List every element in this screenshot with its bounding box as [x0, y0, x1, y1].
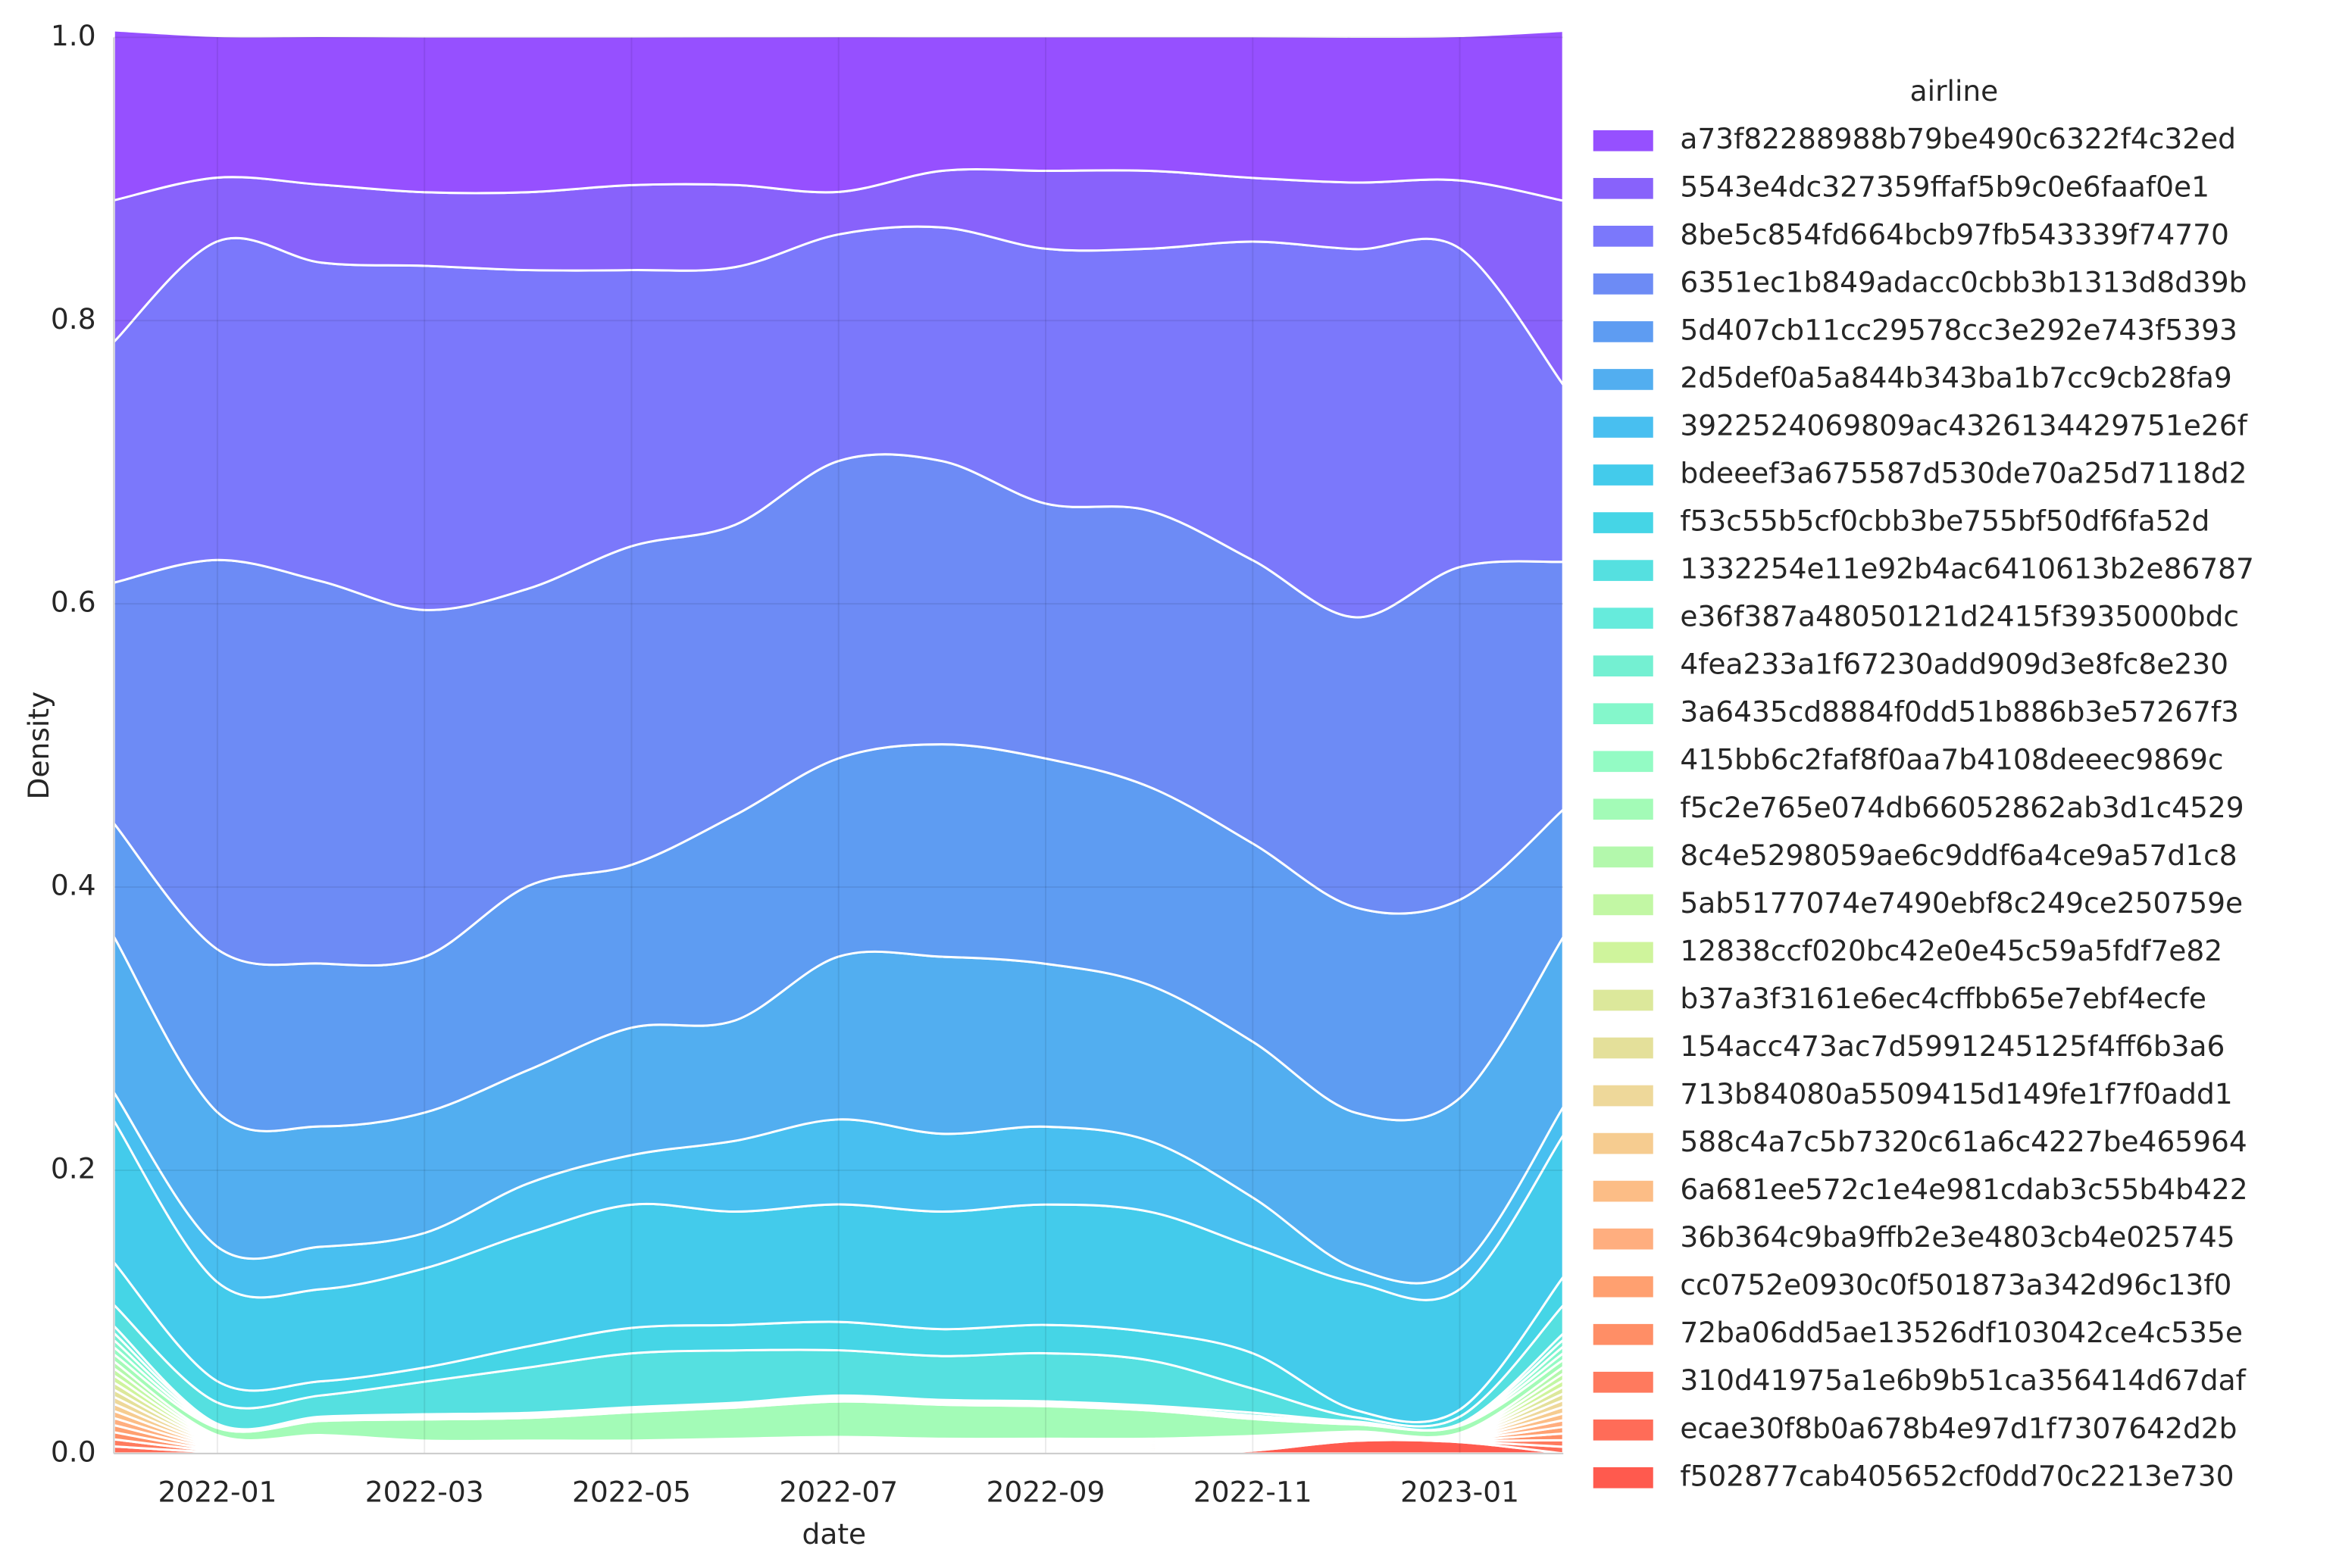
- y-tick-label: 0.8: [51, 302, 96, 336]
- legend-swatch: [1593, 846, 1653, 868]
- legend-swatch: [1593, 798, 1653, 820]
- legend-label: 154acc473ac7d5991245125f4ff6b3a6: [1680, 1029, 2225, 1063]
- y-axis-label: Density: [22, 692, 55, 800]
- legend-label: 72ba06dd5ae13526df103042ce4c535e: [1680, 1316, 2243, 1349]
- legend-label: 588c4a7c5b7320c61a6c4227be465964: [1680, 1125, 2247, 1158]
- legend-title: airline: [1910, 74, 1999, 108]
- y-tick-label: 0.2: [51, 1151, 96, 1185]
- x-tick-label: 2022-03: [365, 1476, 484, 1509]
- legend-swatch: [1593, 560, 1653, 581]
- legend-swatch: [1593, 1371, 1653, 1393]
- legend-label: 3a6435cd8884f0dd51b886b3e57267f3: [1680, 695, 2239, 729]
- legend-label: 5ab5177074e7490ebf8c249ce250759e: [1680, 886, 2243, 920]
- legend-swatch: [1593, 226, 1653, 247]
- legend-label: 5d407cb11cc29578cc3e292e743f5393: [1680, 313, 2237, 346]
- legend-swatch: [1593, 1037, 1653, 1059]
- legend-swatch: [1593, 1276, 1653, 1298]
- x-tick-label: 2022-01: [158, 1476, 277, 1509]
- legend-label: e36f387a48050121d2415f3935000bdc: [1680, 600, 2239, 633]
- legend-swatch: [1593, 703, 1653, 725]
- legend-label: 4fea233a1f67230add909d3e8fc8e230: [1680, 648, 2228, 681]
- legend-swatch: [1593, 417, 1653, 438]
- y-tick-label: 0.6: [51, 586, 96, 619]
- legend-swatch: [1593, 321, 1653, 342]
- x-tick-label: 2022-07: [779, 1476, 898, 1509]
- legend-label: f5c2e765e074db66052862ab3d1c4529: [1680, 791, 2244, 824]
- legend-label: cc0752e0930c0f501873a342d96c13f0: [1680, 1268, 2231, 1301]
- y-tick-label: 0.0: [51, 1435, 96, 1468]
- legend-label: bdeeef3a675587d530de70a25d7118d2: [1680, 457, 2247, 490]
- legend-swatch: [1593, 1419, 1653, 1441]
- x-tick-label: 2022-05: [572, 1476, 691, 1509]
- area: [112, 29, 1565, 202]
- legend-swatch: [1593, 1132, 1653, 1154]
- legend-swatch: [1593, 369, 1653, 390]
- legend-label: 5543e4dc327359ffaf5b9c0e6faaf0e1: [1680, 170, 2209, 203]
- legend-swatch: [1593, 655, 1653, 677]
- legend-label: b37a3f3161e6ec4cffbb65e7ebf4ecfe: [1680, 982, 2206, 1015]
- legend-label: a73f82288988b79be490c6322f4c32ed: [1680, 122, 2236, 155]
- legend-swatch: [1593, 894, 1653, 916]
- legend-swatch: [1593, 608, 1653, 629]
- legend-label: 1332254e11e92b4ac6410613b2e86787: [1680, 552, 2254, 586]
- legend-swatch: [1593, 1228, 1653, 1250]
- legend-label: 6351ec1b849adacc0cbb3b1313d8d39b: [1680, 265, 2247, 298]
- legend-swatch: [1593, 1180, 1653, 1202]
- legend-label: 8be5c854fd664bcb97fb543339f74770: [1680, 217, 2229, 251]
- legend-label: 12838ccf020bc42e0e45c59a5fdf7e82: [1680, 934, 2222, 967]
- legend-swatch: [1593, 1467, 1653, 1488]
- legend-label: 415bb6c2faf8f0aa7b4108deeec9869c: [1680, 743, 2223, 776]
- legend-label: 2d5def0a5a844b343ba1b7cc9cb28fa9: [1680, 361, 2231, 394]
- legend-swatch: [1593, 751, 1653, 773]
- legend-label: 8c4e5298059ae6c9ddf6a4ce9a57d1c8: [1680, 839, 2237, 872]
- legend-label: 36b364c9ba9ffb2e3e4803cb4e025745: [1680, 1220, 2234, 1254]
- legend-label: 6a681ee572c1e4e981cdab3c55b4b422: [1680, 1173, 2247, 1206]
- x-tick-label: 2022-11: [1193, 1476, 1312, 1509]
- x-tick-label: 2022-09: [987, 1476, 1105, 1509]
- legend-label: f53c55b5cf0cbb3be755bf50df6fa52d: [1680, 504, 2209, 538]
- legend-label: 3922524069809ac4326134429751e26f: [1680, 408, 2247, 442]
- x-axis-label: date: [802, 1517, 867, 1551]
- legend-swatch: [1593, 177, 1653, 199]
- legend-swatch: [1593, 512, 1653, 533]
- legend-swatch: [1593, 130, 1653, 151]
- y-tick-label: 1.0: [51, 19, 96, 52]
- legend-swatch: [1593, 464, 1653, 486]
- legend-label: ecae30f8b0a678b4e97d1f7307642d2b: [1680, 1411, 2237, 1445]
- legend-label: 310d41975a1e6b9b51ca356414d67daf: [1680, 1363, 2246, 1397]
- legend-label: 713b84080a5509415d149fe1f7f0add1: [1680, 1077, 2232, 1110]
- x-tick-label: 2023-01: [1400, 1476, 1519, 1509]
- legend-label: f502877cab405652cf0dd70c2213e730: [1680, 1459, 2234, 1492]
- legend-swatch: [1593, 942, 1653, 964]
- legend-swatch: [1593, 1085, 1653, 1107]
- legend-swatch: [1593, 989, 1653, 1011]
- plot-area: [112, 29, 1565, 1455]
- legend-swatch: [1593, 273, 1653, 295]
- y-tick-label: 0.4: [51, 869, 96, 902]
- legend-swatch: [1593, 1323, 1653, 1345]
